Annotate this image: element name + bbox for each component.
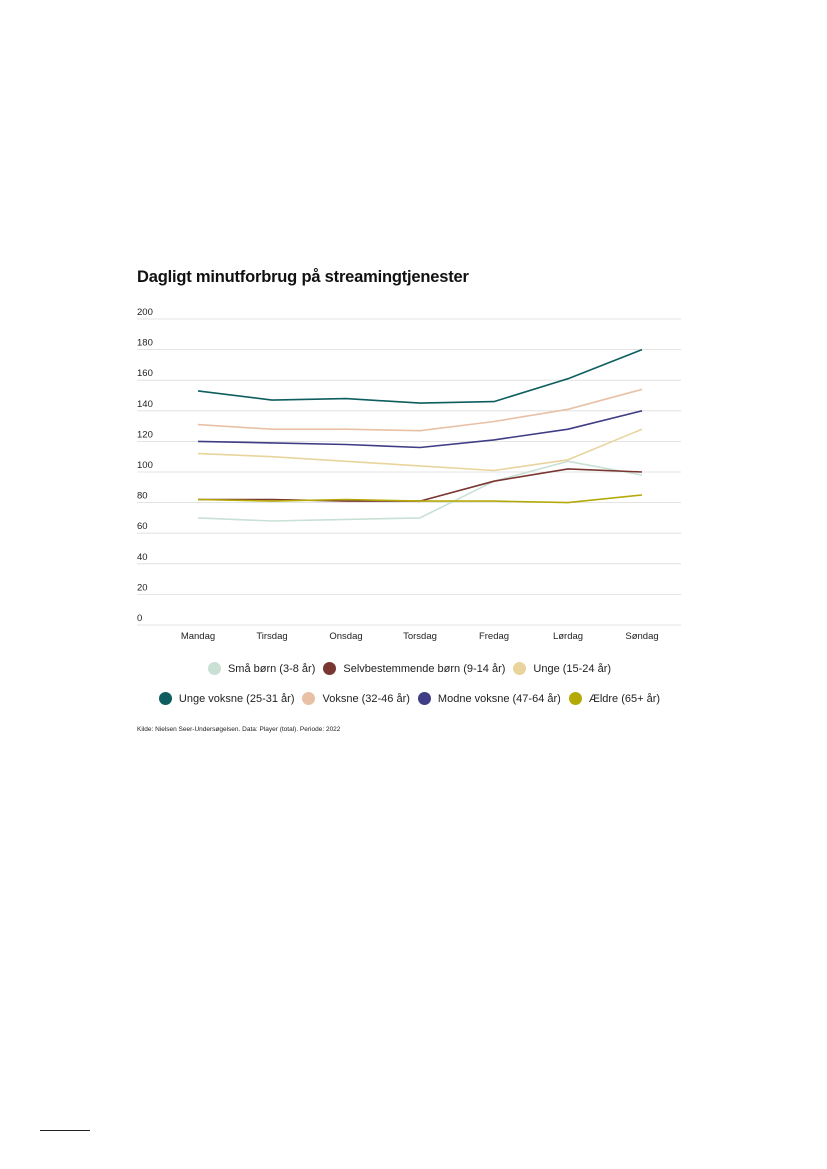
legend-item[interactable]: Voksne (32-46 år)	[302, 692, 410, 705]
x-tick-label: Mandag	[181, 631, 215, 642]
legend-label: Unge (15-24 år)	[533, 662, 612, 675]
y-axis-ticks: 0 20 40 60 80 100 120 140 160 180 200	[137, 307, 153, 624]
y-tick-label: 200	[137, 307, 153, 318]
x-tick-label: Torsdag	[403, 631, 437, 642]
legend-label: Ældre (65+ år)	[588, 692, 661, 705]
legend-item[interactable]: Ældre (65+ år)	[568, 692, 661, 705]
source-note: Kilde: Nielsen Seer-Undersøgelsen. Data:…	[137, 726, 341, 733]
series-lines	[197, 348, 643, 522]
chart-title: Dagligt minutforbrug på streamingtjenest…	[137, 268, 469, 286]
x-tick-label: Onsdag	[329, 631, 362, 642]
x-axis-ticks: Mandag Tirsdag Onsdag Torsdag Fredag Lørdag Sø…	[181, 631, 659, 642]
x-tick-label: Fredag	[479, 631, 509, 642]
legend-label: Modne voksne (47-64 år)	[437, 692, 561, 705]
legend-swatch	[207, 662, 221, 675]
legend-label: Selvbestemmende børn (9-14 år)	[343, 662, 506, 675]
line-chart: 0 20 40 60 80 100 120 140 160 180 200 Mandag Tirsda…	[137, 307, 681, 642]
legend-item[interactable]: Unge (15-24 år)	[513, 662, 611, 675]
y-tick-label: 100	[137, 460, 153, 471]
legend-row-2: Unge voksne (25-31 år) Voksne (32-46 år) M…	[137, 692, 682, 705]
legend-label: Små børn (3-8 år)	[227, 662, 316, 675]
legend-label: Voksne (32-46 år)	[322, 692, 410, 705]
legend-swatch	[568, 692, 582, 705]
series-line-5	[197, 410, 643, 449]
series-line-4	[197, 388, 643, 432]
y-tick-label: 120	[137, 429, 153, 440]
legend-item[interactable]: Selvbestemmende børn (9-14 år)	[323, 662, 505, 675]
series-line-1	[198, 468, 643, 502]
y-tick-label: 20	[137, 582, 148, 593]
series-line-0	[197, 460, 643, 522]
legend-label: Unge voksne (25-31 år)	[178, 692, 295, 705]
gridlines	[137, 318, 681, 626]
legend-row-1: Små børn (3-8 år) Selvbestemmende børn (9…	[137, 662, 682, 675]
y-tick-label: 80	[137, 491, 148, 502]
legend-swatch	[302, 692, 316, 705]
page-rule	[40, 1130, 90, 1131]
legend-swatch	[323, 662, 337, 675]
x-tick-label: Lørdag	[553, 631, 583, 642]
y-tick-label: 180	[137, 338, 153, 349]
legend-swatch	[158, 692, 172, 705]
y-tick-label: 140	[137, 399, 153, 410]
series-line-3	[197, 348, 643, 404]
series-line-2	[197, 428, 643, 472]
y-tick-label: 160	[137, 368, 153, 379]
y-tick-label: 60	[137, 521, 148, 532]
legend-item[interactable]: Små børn (3-8 år)	[207, 662, 316, 675]
legend-item[interactable]: Modne voksne (47-64 år)	[417, 692, 561, 705]
series-line-6	[197, 494, 643, 504]
x-tick-label: Tirsdag	[256, 631, 287, 642]
y-tick-label: 0	[137, 613, 142, 624]
legend-item[interactable]: Unge voksne (25-31 år)	[158, 692, 295, 705]
legend-swatch	[513, 662, 527, 675]
x-tick-label: Søndag	[625, 631, 658, 642]
y-tick-label: 40	[137, 552, 148, 563]
legend-swatch	[417, 692, 431, 705]
